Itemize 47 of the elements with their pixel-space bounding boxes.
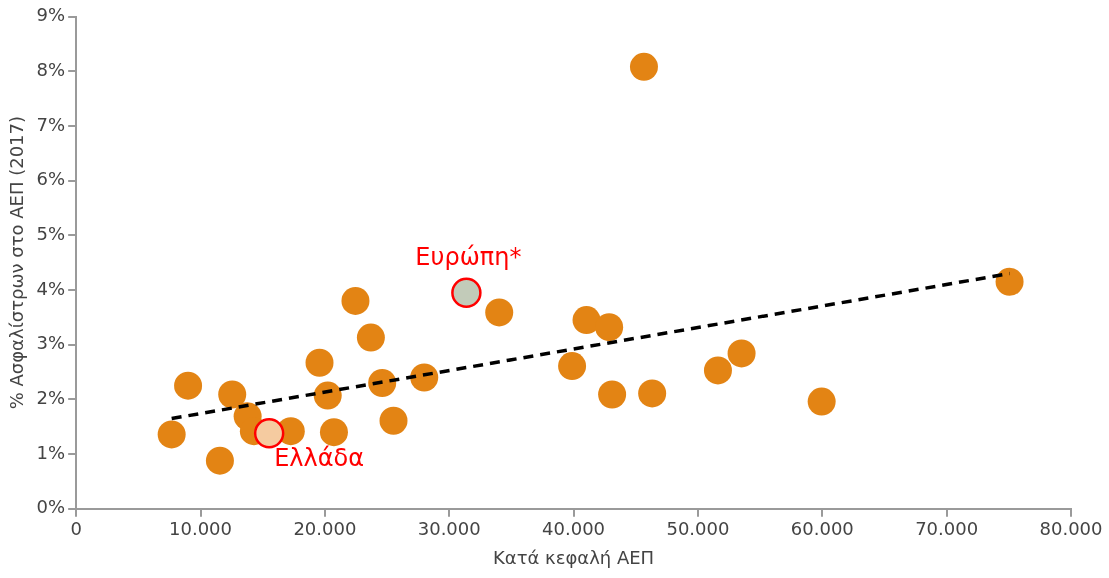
x-tick-label: 60.000	[790, 518, 854, 540]
point	[995, 267, 1024, 296]
point	[305, 348, 334, 377]
x-axis-title: Κατά κεφαλή ΑΕΠ	[492, 546, 655, 568]
point	[703, 356, 732, 385]
y-tick-label: 5%	[36, 222, 66, 244]
point	[319, 418, 348, 447]
point	[629, 52, 658, 81]
point	[485, 298, 514, 327]
point	[638, 379, 667, 408]
point	[174, 371, 203, 400]
point	[572, 306, 601, 335]
point	[157, 420, 186, 449]
series-label: Ελλάδα	[274, 443, 365, 472]
y-axis-title: % Ασφαλίστρων στο ΑΕΠ (2017)	[6, 115, 28, 410]
y-tick-label: 2%	[36, 387, 66, 409]
point	[807, 387, 836, 416]
y-tick-label: 4%	[36, 277, 66, 299]
y-tick-label: 7%	[36, 113, 66, 135]
point	[598, 380, 627, 409]
y-tick-label: 6%	[36, 168, 66, 190]
point	[205, 446, 234, 475]
y-tick-label: 9%	[36, 4, 66, 26]
point	[379, 406, 408, 435]
point	[218, 380, 247, 409]
point	[313, 381, 342, 410]
x-tick-label: 20.000	[293, 518, 357, 540]
x-tick-label: 40.000	[542, 518, 606, 540]
point	[356, 323, 385, 352]
point	[595, 313, 624, 342]
y-tick-label: 0%	[36, 496, 66, 518]
point	[558, 352, 587, 381]
point	[368, 368, 397, 397]
y-tick-label: 8%	[36, 58, 66, 80]
series-label: Ευρώπη*	[415, 242, 522, 271]
x-tick-label: 0	[70, 518, 82, 540]
x-tick-label: 70.000	[915, 518, 979, 540]
x-tick-label: 80.000	[1039, 518, 1103, 540]
x-tick-label: 10.000	[169, 518, 232, 540]
point	[727, 339, 756, 368]
y-tick-label: 3%	[36, 332, 66, 354]
point	[410, 363, 439, 392]
x-tick-label: 50.000	[666, 518, 730, 540]
point	[341, 286, 370, 315]
y-tick-label: 1%	[36, 441, 66, 463]
point	[451, 277, 482, 308]
x-tick-label: 30.000	[417, 518, 481, 540]
